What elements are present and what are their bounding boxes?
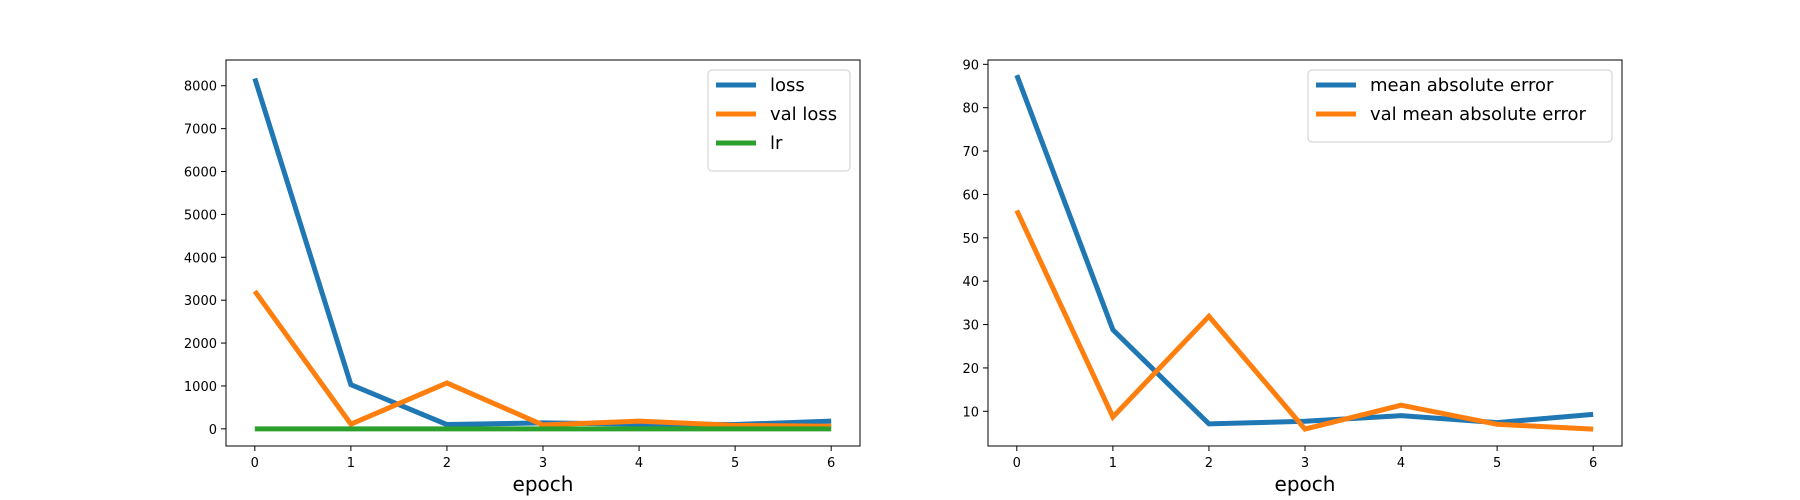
y-tick-label: 7000 [184, 123, 217, 138]
y-tick-label: 40 [962, 275, 979, 290]
y-tick-label: 0 [209, 423, 217, 438]
x-tick-label: 2 [443, 456, 451, 471]
y-tick-label: 70 [962, 145, 979, 160]
x-tick-label: 5 [731, 456, 739, 471]
x-tick-label: 1 [347, 456, 355, 471]
y-tick-label: 90 [962, 58, 979, 73]
y-tick-label: 20 [962, 362, 979, 377]
legend-label-2: lr [770, 133, 783, 154]
x-axis-label: epoch [513, 472, 574, 496]
y-tick-label: 3000 [184, 294, 217, 309]
loss-chart: 0 1 2 3 4 5 6 0 1000 2000 3000 4000 5000 6000 7000 8000… [184, 59, 861, 496]
legend-label-1: val loss [770, 104, 837, 125]
x-tick-label: 2 [1205, 456, 1213, 471]
x-tick-label: 4 [635, 456, 643, 471]
series-line-1 [1014, 209, 1594, 432]
y-tick-label: 4000 [184, 251, 217, 266]
x-tick-label: 6 [1589, 456, 1597, 471]
y-tick-label: 60 [962, 188, 979, 203]
y-tick-label: 30 [962, 319, 979, 334]
error-chart: 0 1 2 3 4 5 6 10 20 30 40 50 60 70 80 90 epoch mean absol… [962, 58, 1623, 496]
y-tick-label: 6000 [184, 166, 217, 181]
series-line-1 [252, 289, 832, 429]
y-tick-label: 8000 [184, 80, 217, 95]
y-tick-label: 80 [962, 102, 979, 117]
x-tick-label: 1 [1109, 456, 1117, 471]
x-axis-label: epoch [1275, 472, 1336, 496]
legend: mean absolute error val mean absolute err… [1307, 69, 1613, 143]
x-tick-label: 0 [1013, 456, 1021, 471]
x-tick-label: 5 [1493, 456, 1501, 471]
x-tick-label: 3 [539, 456, 547, 471]
y-tick-label: 10 [962, 405, 979, 420]
legend-box [707, 69, 851, 172]
x-tick-label: 0 [251, 456, 259, 471]
x-tick-label: 6 [827, 456, 835, 471]
x-tick-label: 4 [1397, 456, 1405, 471]
y-tick-label: 2000 [184, 337, 217, 352]
legend-label-0: mean absolute error [1370, 75, 1554, 96]
legend: loss val loss lr [707, 69, 851, 172]
x-tick-label: 3 [1301, 456, 1309, 471]
y-tick-label: 5000 [184, 208, 217, 223]
legend-label-0: loss [770, 75, 805, 96]
legend-label-1: val mean absolute error [1370, 104, 1586, 125]
legend-box [1307, 69, 1613, 143]
y-tick-label: 50 [962, 232, 979, 247]
y-tick-label: 1000 [184, 380, 217, 395]
